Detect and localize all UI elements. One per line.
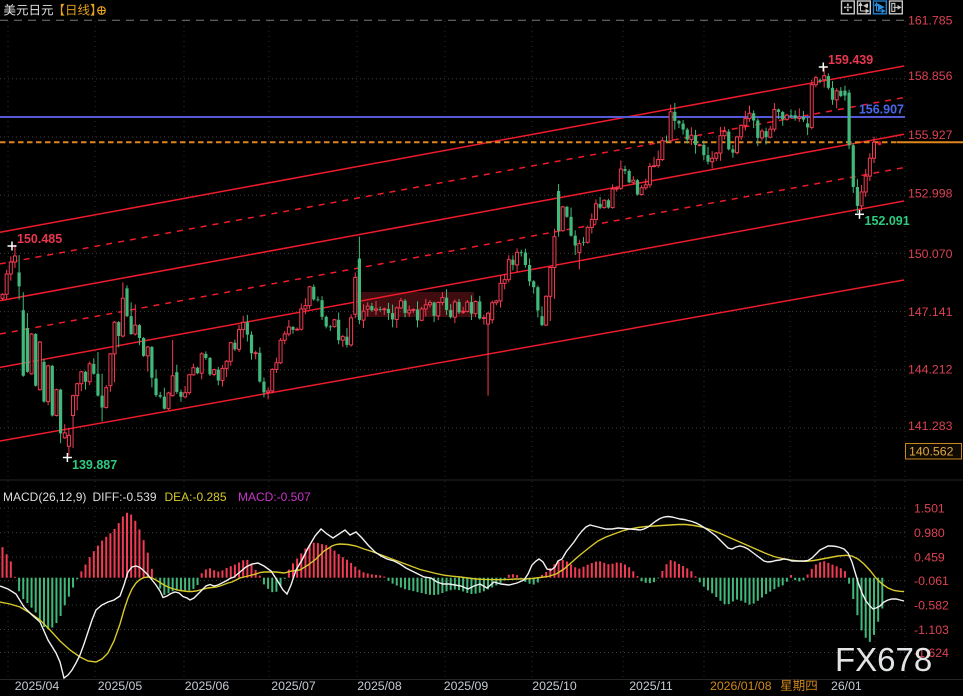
svg-text:152.091: 152.091	[865, 214, 910, 228]
svg-text:2025/04: 2025/04	[15, 679, 60, 693]
svg-text:2025/06: 2025/06	[185, 679, 230, 693]
svg-text:-0.582: -0.582	[914, 598, 949, 612]
svg-text:155.927: 155.927	[908, 128, 953, 142]
svg-text:2026/01/08: 2026/01/08	[710, 679, 772, 693]
svg-text:139.887: 139.887	[72, 458, 117, 472]
svg-text:-1.624: -1.624	[914, 646, 949, 660]
svg-text:MACD(26,12,9): MACD(26,12,9)	[3, 490, 86, 504]
svg-text:161.785: 161.785	[908, 14, 953, 28]
svg-text:158.856: 158.856	[908, 69, 953, 83]
svg-text:-0.061: -0.061	[914, 574, 949, 588]
svg-text:2025/09: 2025/09	[444, 679, 489, 693]
svg-text:2025/05: 2025/05	[98, 679, 143, 693]
svg-text:144.212: 144.212	[908, 363, 953, 377]
svg-text:2025/08: 2025/08	[357, 679, 402, 693]
svg-text:141.283: 141.283	[908, 419, 953, 433]
svg-text:150.485: 150.485	[17, 232, 62, 246]
svg-text:0.459: 0.459	[914, 550, 945, 564]
svg-text:150.070: 150.070	[908, 247, 953, 261]
svg-text:DIFF:-0.539: DIFF:-0.539	[93, 490, 157, 504]
svg-text:2025/10: 2025/10	[532, 679, 577, 693]
svg-text:MACD:-0.507: MACD:-0.507	[238, 490, 311, 504]
svg-text:159.439: 159.439	[828, 53, 873, 67]
svg-text:0.980: 0.980	[914, 526, 945, 540]
svg-text:1.501: 1.501	[914, 502, 945, 516]
svg-text:147.141: 147.141	[908, 305, 953, 319]
svg-text:152.998: 152.998	[908, 187, 953, 201]
svg-text:DEA:-0.285: DEA:-0.285	[165, 490, 227, 504]
svg-text:2025/07: 2025/07	[271, 679, 316, 693]
svg-text:FX678: FX678	[835, 641, 932, 678]
svg-text:140.562: 140.562	[909, 445, 954, 459]
svg-text:2025/11: 2025/11	[629, 679, 673, 693]
svg-text:-1.103: -1.103	[914, 623, 949, 637]
svg-text:156.907: 156.907	[859, 103, 904, 117]
svg-text:26/01: 26/01	[831, 679, 862, 693]
